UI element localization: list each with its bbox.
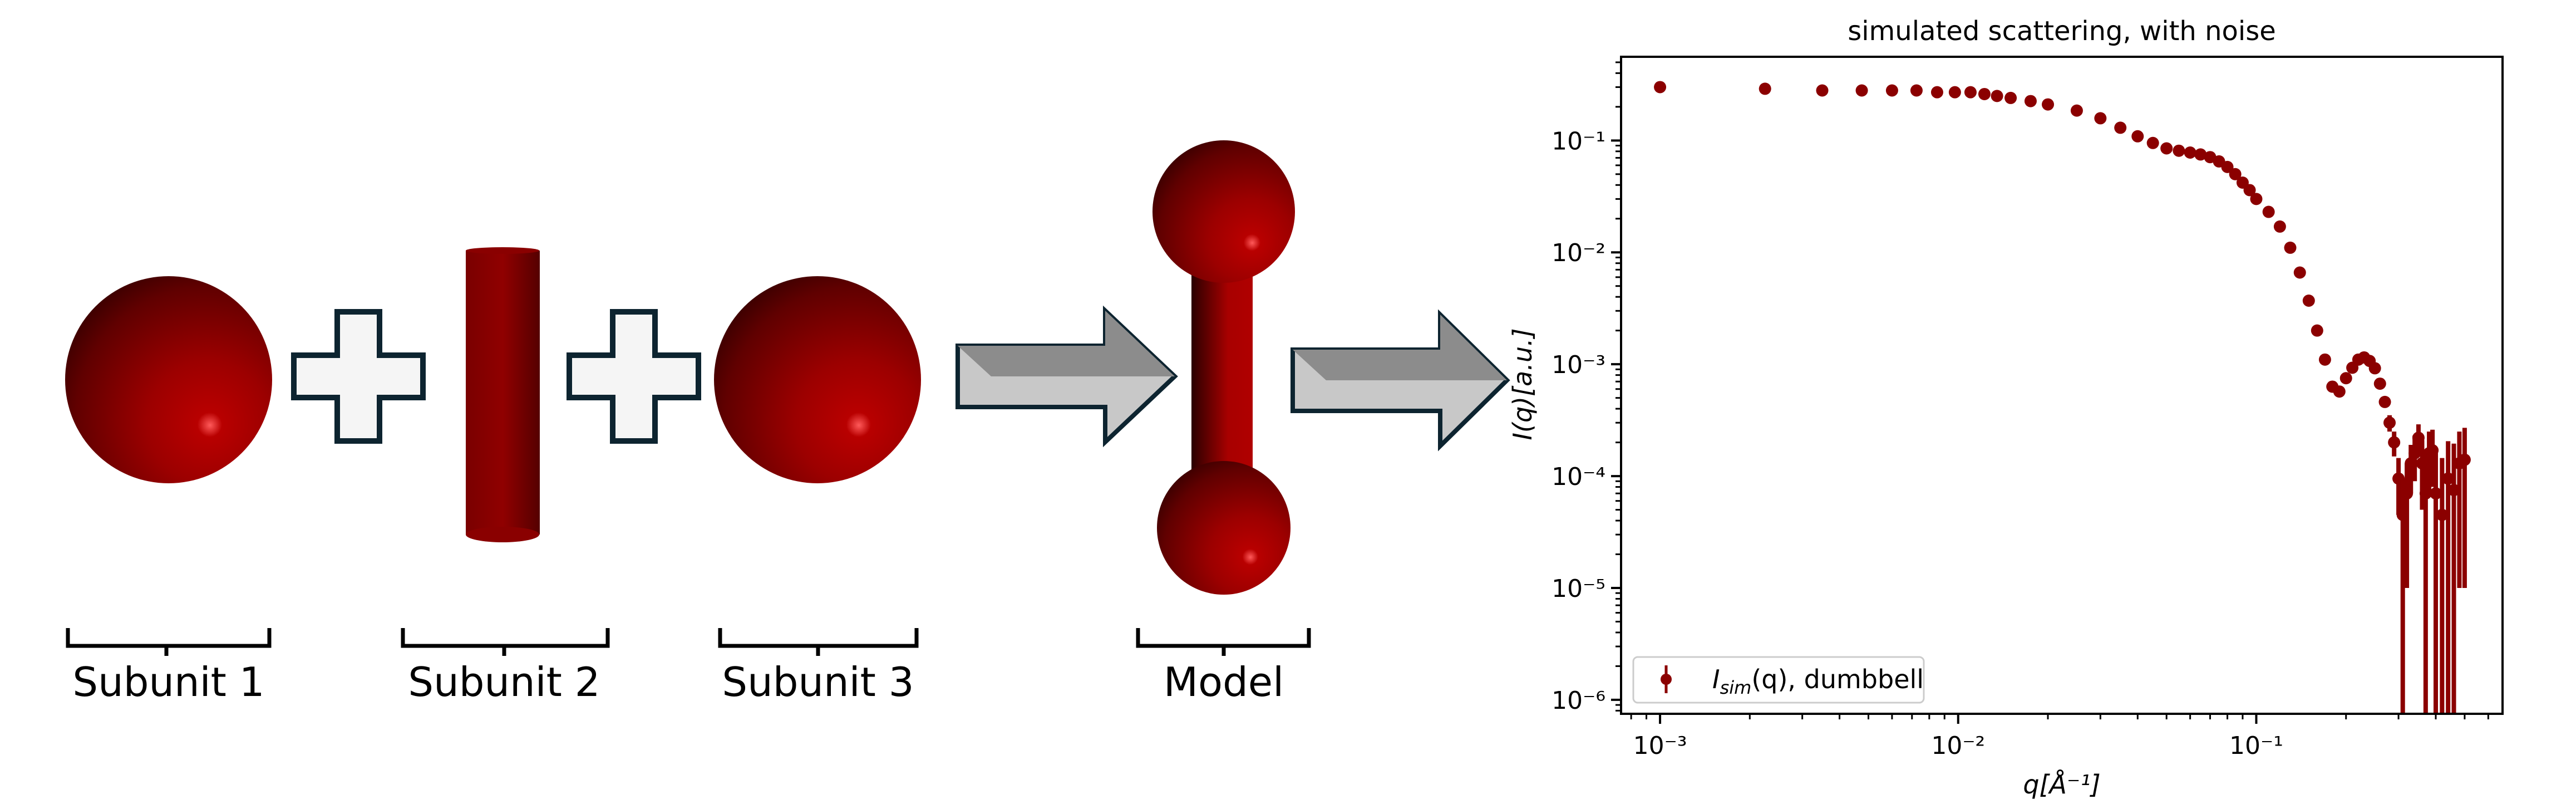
data-point (2131, 130, 2144, 143)
data-point (2273, 220, 2286, 233)
data-point (1964, 86, 1977, 99)
label-subunit-1: Subunit 1 (72, 659, 264, 705)
chart-title: simulated scattering, with noise (1848, 16, 2276, 47)
data-point (2146, 136, 2159, 149)
data-point (2383, 416, 2396, 429)
label-model: Model (1164, 659, 1284, 705)
data-point (2442, 472, 2455, 485)
data-point (1816, 84, 1829, 97)
data-point (1885, 84, 1898, 97)
x-tick-label: 10⁻² (1931, 732, 1985, 760)
arrow-right-icon (955, 305, 1178, 448)
brace-icon (1136, 628, 1311, 656)
data-point (2229, 168, 2242, 180)
data-point (2447, 484, 2460, 497)
data-point (2243, 184, 2256, 197)
y-axis-label: I(q)[a.u.] (1508, 328, 1538, 440)
y-tick-label: 10⁻⁵ (1551, 575, 1605, 603)
data-point (2221, 160, 2234, 173)
sphere-subunit-1-icon (65, 276, 272, 483)
plus-icon (291, 309, 426, 444)
data-point (2094, 112, 2107, 125)
legend-marker (1661, 674, 1672, 685)
y-tick-label: 10⁻² (1551, 239, 1605, 267)
legend: Isim(q), dumbbell (1632, 656, 1925, 704)
data-point (1948, 86, 1961, 99)
label-subunit-3: Subunit 3 (722, 659, 914, 705)
data-point (1910, 84, 1923, 97)
data-point (2184, 146, 2196, 159)
label-subunit-2: Subunit 2 (408, 659, 600, 705)
brace-icon (718, 628, 919, 656)
brace-icon (401, 628, 610, 656)
axis-ticks: 10⁻³ 10⁻² 10⁻¹ 10⁻¹ 10⁻² 10⁻³ 10⁻⁴ 10⁻⁵ 10⁻⁶ (1551, 61, 2489, 760)
data-point (2311, 324, 2323, 337)
data-point (1930, 86, 1943, 99)
data-point (2339, 372, 2352, 385)
data-point (2436, 508, 2449, 521)
data-point (2262, 205, 2275, 218)
data-point (2042, 98, 2055, 111)
data-point (2458, 453, 2471, 466)
data-point (2070, 104, 2083, 117)
data-point (2333, 385, 2346, 398)
plot-frame (1620, 56, 2504, 715)
data-series (1654, 81, 2471, 714)
y-tick-label: 10⁻³ (1551, 351, 1605, 379)
y-tick-label: 10⁻⁶ (1551, 687, 1605, 715)
data-point (2429, 487, 2442, 500)
data-point (2302, 294, 2315, 307)
brace-icon (66, 628, 272, 656)
data-point (2160, 142, 2173, 155)
x-axis-label: q[Å⁻¹] (2023, 769, 2100, 800)
data-point (1991, 90, 2003, 102)
data-point (2114, 121, 2127, 134)
data-point (2004, 91, 2017, 104)
data-point (2368, 362, 2381, 375)
data-point (2250, 193, 2263, 205)
data-point (1855, 84, 1868, 97)
data-point (2373, 378, 2386, 390)
x-tick-label: 10⁻¹ (2229, 732, 2283, 760)
data-point (2284, 241, 2297, 254)
legend-entry: Isim(q), dumbbell (1712, 664, 1924, 698)
dumbbell-model-icon (1152, 140, 1295, 595)
data-point (2388, 436, 2401, 449)
data-point (2318, 353, 2331, 366)
x-tick-label: 10⁻³ (1633, 732, 1687, 760)
y-tick-label: 10⁻⁴ (1551, 463, 1605, 491)
data-point (2378, 395, 2391, 408)
arrow-right-icon (1291, 309, 1510, 452)
data-point (1978, 87, 1991, 100)
y-tick-label: 10⁻¹ (1551, 127, 1605, 155)
data-point (1654, 81, 1667, 94)
data-point (2173, 144, 2185, 157)
data-point (2024, 95, 2037, 107)
data-point (1759, 82, 1771, 95)
cylinder-subunit-2-icon (466, 247, 540, 542)
data-point (2293, 266, 2306, 279)
sphere-subunit-3-icon (714, 276, 921, 483)
data-point (2194, 148, 2207, 161)
plus-icon (567, 309, 701, 444)
